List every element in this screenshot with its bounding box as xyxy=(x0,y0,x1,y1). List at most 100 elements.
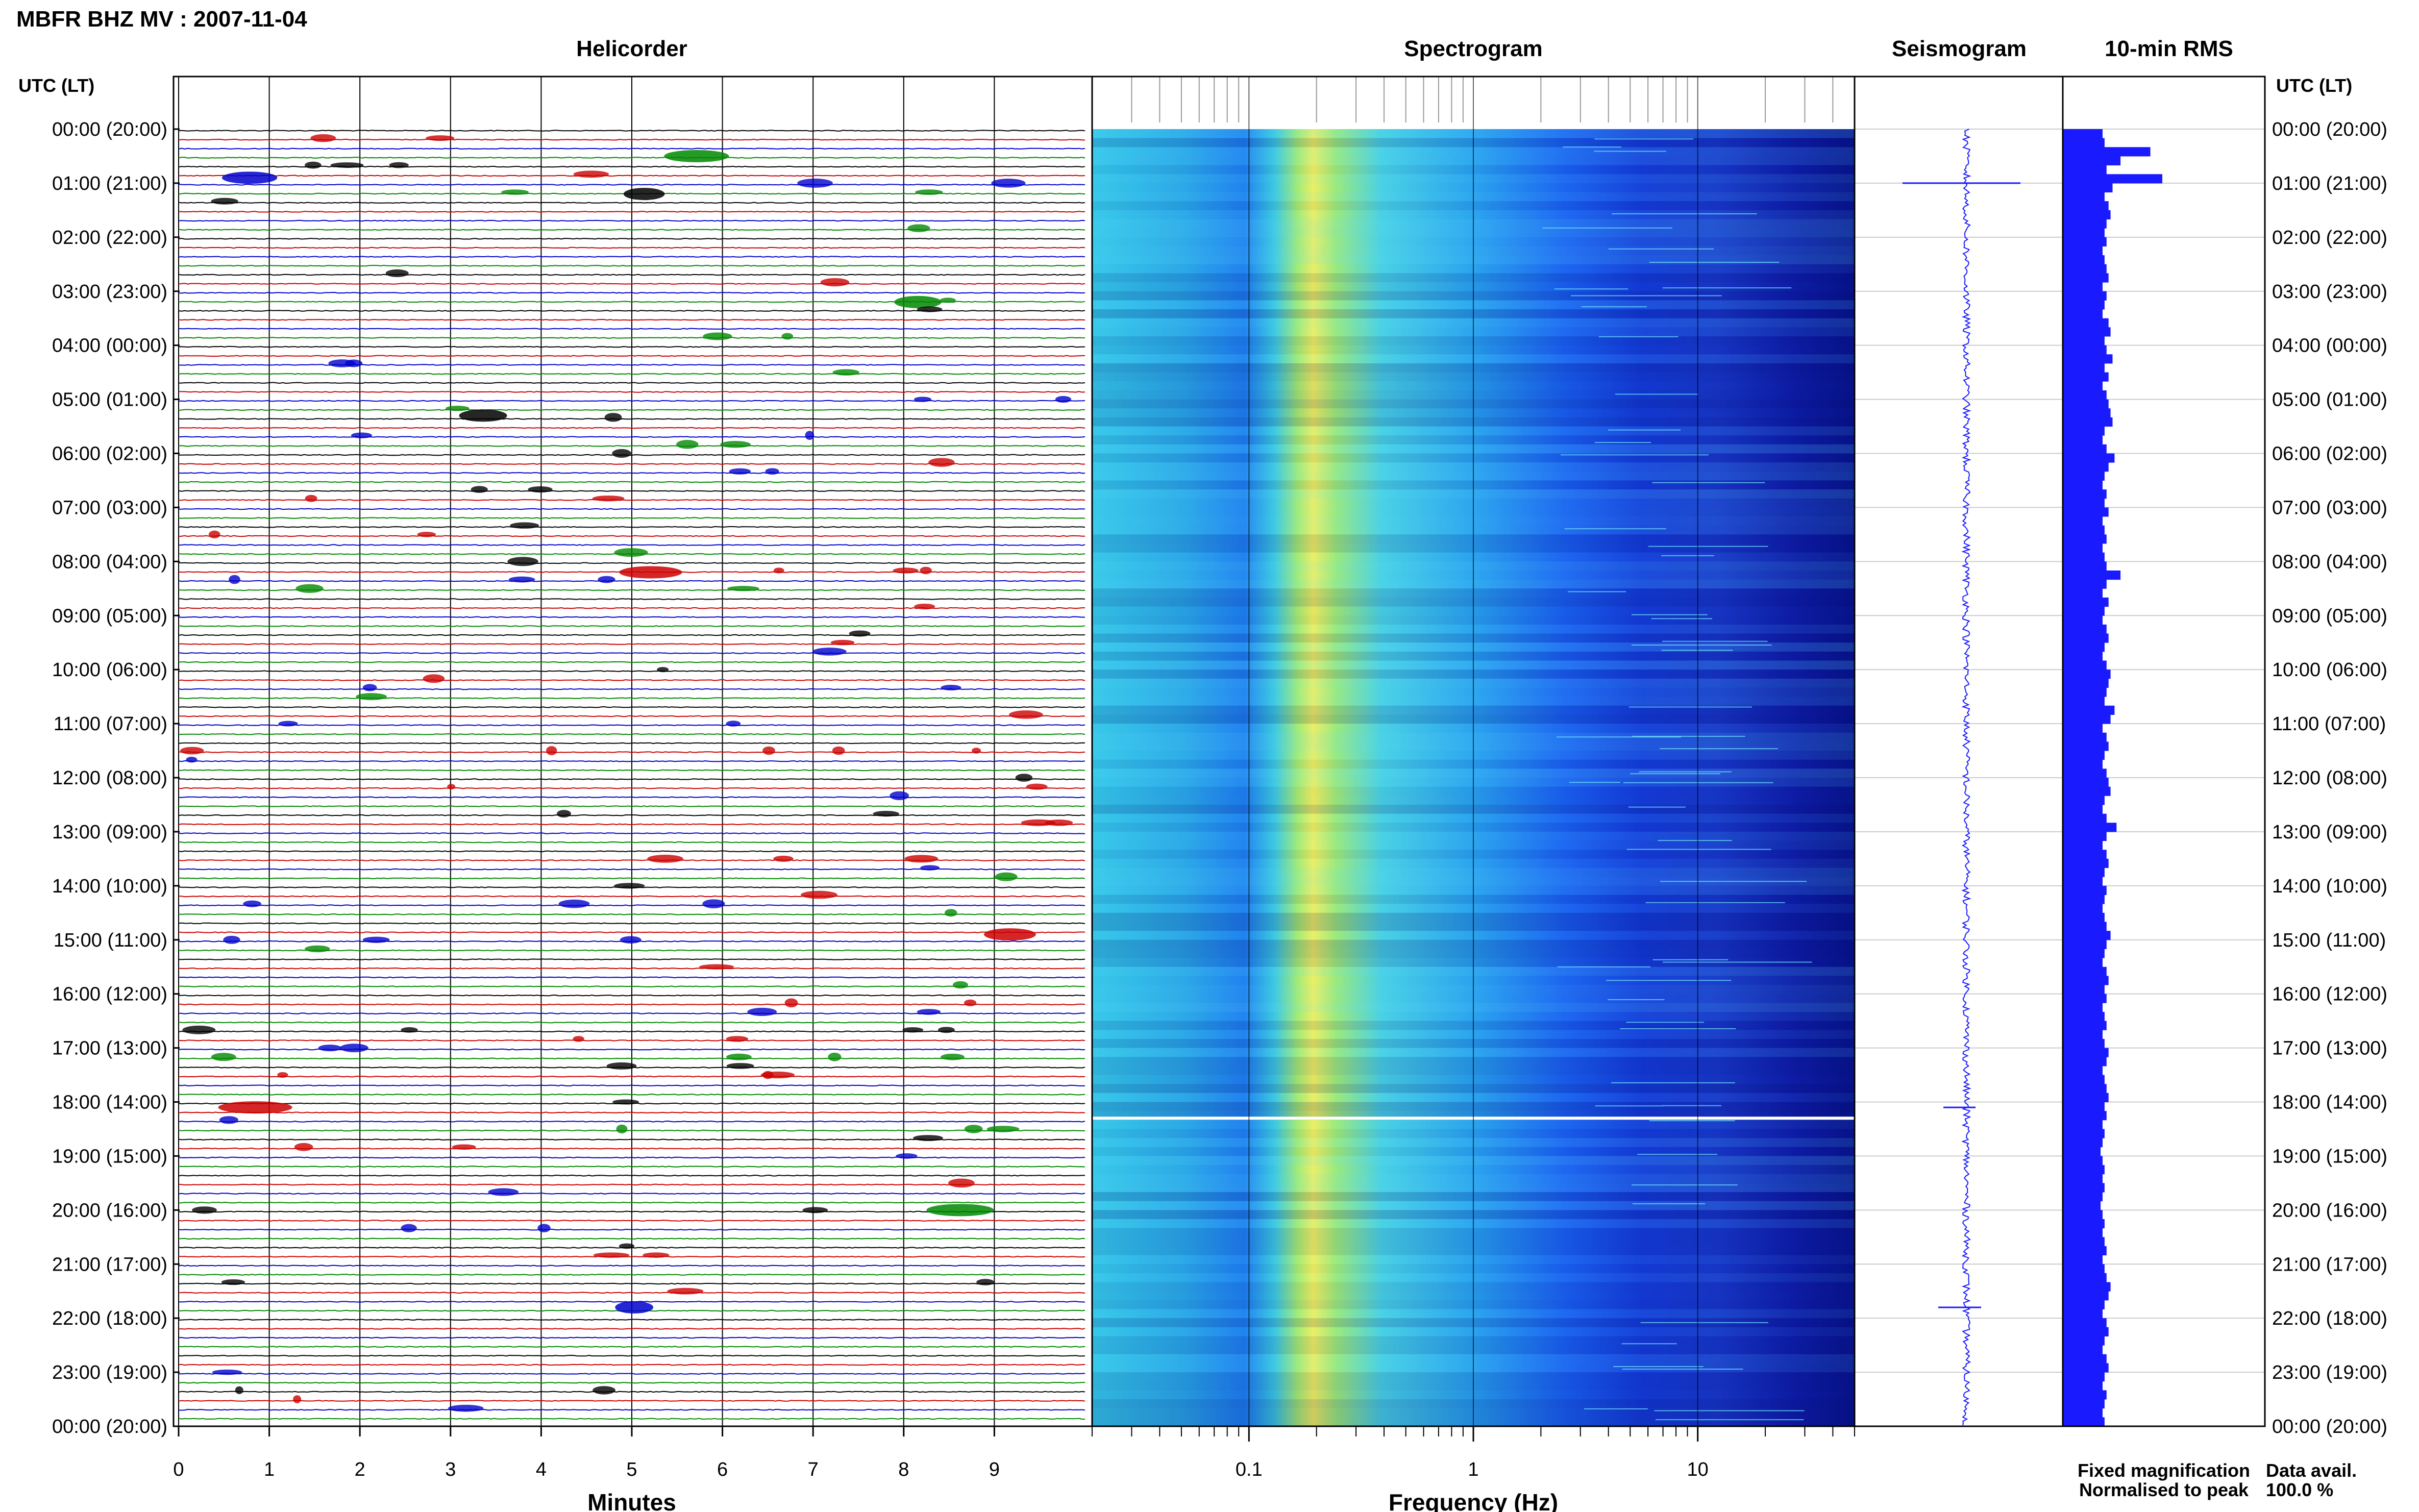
helicorder-trace xyxy=(178,796,1085,799)
helicorder-burst xyxy=(781,333,794,340)
helicorder-burst xyxy=(417,532,436,537)
seismogram-trace xyxy=(1961,129,1971,1426)
rms-title: 10-min RMS xyxy=(2105,36,2233,61)
helicorder-trace xyxy=(178,1183,1085,1186)
helicorder-burst xyxy=(773,567,784,574)
helicorder-trace xyxy=(178,211,1085,213)
helicorder-burst xyxy=(917,306,943,312)
helicorder-burst xyxy=(208,530,220,538)
helicorder-trace xyxy=(178,184,1085,186)
helicorder-burst xyxy=(293,1395,302,1403)
helicorder-trace xyxy=(178,481,1085,483)
time-label-left: 09:00 (05:00) xyxy=(52,605,167,627)
time-label-left: 22:00 (18:00) xyxy=(52,1308,167,1329)
helicorder-panel xyxy=(178,77,1085,1426)
helicorder-trace xyxy=(178,345,1085,348)
rms-bar xyxy=(2063,453,2115,463)
helicorder-trace xyxy=(178,337,1085,339)
helicorder-burst xyxy=(849,630,871,637)
helicorder-trace xyxy=(178,1228,1085,1231)
helicorder-burst xyxy=(221,1279,245,1285)
helicorder-x-label: Minutes xyxy=(587,1489,676,1512)
helicorder-trace xyxy=(178,1039,1085,1042)
helicorder-burst xyxy=(727,586,759,591)
helicorder-burst xyxy=(305,494,317,502)
helicorder-trace xyxy=(178,291,1085,294)
rms-bar xyxy=(2063,1291,2109,1301)
rms-bar xyxy=(2063,1336,2105,1346)
helicorder-trace xyxy=(178,373,1085,375)
helicorder-trace xyxy=(178,472,1085,474)
helicorder-trace xyxy=(178,994,1085,997)
helicorder-burst xyxy=(832,746,845,755)
time-label-right: 23:00 (19:00) xyxy=(2272,1362,2387,1383)
rms-bar xyxy=(2063,579,2107,589)
helicorder-burst xyxy=(893,567,919,574)
rms-bar xyxy=(2063,804,2103,814)
helicorder-trace xyxy=(178,1220,1085,1222)
rms-bar xyxy=(2063,156,2121,166)
rms-bar xyxy=(2063,1183,2105,1193)
helicorder-x-tick-label: 7 xyxy=(808,1459,819,1480)
helicorder-burst xyxy=(820,278,850,287)
seismogram-frame xyxy=(1854,76,2064,1427)
helicorder-trace xyxy=(178,841,1085,844)
rms-bar xyxy=(2063,642,2105,652)
helicorder-burst xyxy=(920,566,932,575)
time-label-right: 00:00 (20:00) xyxy=(2272,119,2387,140)
rms-bar xyxy=(2063,1120,2103,1129)
rms-bar xyxy=(2063,1309,2103,1319)
rms-bar xyxy=(2063,1282,2111,1292)
rms-bar xyxy=(2063,426,2105,436)
rms-panel xyxy=(2063,129,2265,1427)
helicorder-trace xyxy=(178,1336,1085,1339)
helicorder-burst xyxy=(385,269,409,278)
time-label-left: 17:00 (13:00) xyxy=(52,1038,167,1059)
helicorder-trace xyxy=(178,868,1085,871)
helicorder-burst xyxy=(426,135,455,141)
helicorder-burst xyxy=(182,1025,216,1034)
helicorder-trace xyxy=(178,904,1085,906)
helicorder-trace xyxy=(178,238,1085,240)
spectrogram-x-tick-label: 0.1 xyxy=(1236,1459,1263,1480)
time-label-right: 05:00 (01:00) xyxy=(2272,389,2387,411)
helicorder-burst xyxy=(976,1279,995,1285)
helicorder-burst xyxy=(423,674,445,683)
rms-bar xyxy=(2063,1038,2105,1049)
helicorder-burst xyxy=(797,179,833,188)
rms-bar xyxy=(2063,1048,2109,1057)
helicorder-burst xyxy=(873,810,899,817)
helicorder-burst xyxy=(762,1071,774,1079)
helicorder-burst xyxy=(620,936,641,944)
rms-bar xyxy=(2063,534,2107,544)
helicorder-trace xyxy=(178,778,1085,780)
helicorder-trace xyxy=(178,724,1085,726)
rms-bar xyxy=(2063,1228,2103,1237)
helicorder-trace xyxy=(179,391,1085,393)
time-label-left: 08:00 (04:00) xyxy=(52,551,167,573)
helicorder-trace xyxy=(178,427,1085,429)
rms-bar xyxy=(2063,976,2109,985)
helicorder-trace xyxy=(178,589,1085,591)
helicorder-trace xyxy=(178,418,1085,420)
helicorder-burst xyxy=(593,1252,630,1258)
rms-bar xyxy=(2063,543,2103,553)
helicorder-burst xyxy=(328,359,356,367)
rms-bar xyxy=(2063,147,2151,157)
helicorder-trace xyxy=(178,1418,1085,1420)
helicorder-x-tick-label: 8 xyxy=(898,1459,909,1480)
helicorder-burst xyxy=(986,1126,1020,1132)
helicorder-burst xyxy=(294,1143,313,1151)
helicorder-burst xyxy=(452,1144,476,1150)
rms-bar xyxy=(2063,660,2107,670)
rms-bar xyxy=(2063,741,2109,751)
rms-bar xyxy=(2063,237,2107,246)
helicorder-trace xyxy=(178,526,1085,528)
helicorder-burst xyxy=(558,899,590,908)
rms-bar xyxy=(2063,489,2107,499)
helicorder-burst xyxy=(616,1124,628,1134)
helicorder-burst xyxy=(330,162,364,168)
helicorder-burst xyxy=(726,721,741,727)
helicorder-trace xyxy=(178,1084,1085,1086)
rms-bar xyxy=(2063,552,2105,562)
